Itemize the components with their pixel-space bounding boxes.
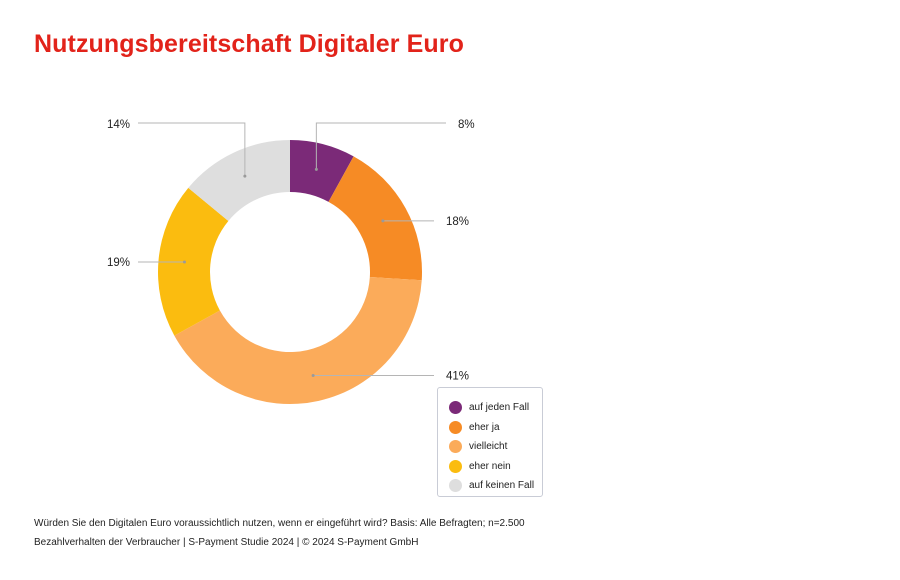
source-line: Bezahlverhalten der Verbraucher | S-Paym…: [34, 537, 419, 548]
value-label-4: 19%: [107, 257, 130, 269]
legend-swatch: [449, 479, 462, 493]
value-label-5: 14%: [107, 119, 130, 131]
leader-dot-4: [182, 260, 186, 264]
donut-slice-3: [174, 277, 422, 405]
leader-lines: [138, 122, 446, 377]
leader-dot-2: [381, 219, 385, 223]
legend-swatch: [449, 401, 462, 415]
donut-slice-5: [188, 140, 290, 222]
donut-slice-4: [158, 187, 229, 336]
legend-swatch: [449, 420, 462, 434]
leader-dot-1: [314, 167, 318, 171]
leader-dot-5: [243, 174, 247, 178]
leader-dot-3: [311, 373, 315, 377]
legend-swatch: [449, 459, 462, 473]
leader-line-5: [138, 122, 246, 177]
value-label-1: 8%: [458, 119, 475, 131]
legend-item: eher nein: [449, 457, 542, 477]
legend-label: eher ja: [469, 421, 500, 433]
legend-label: vielleicht: [469, 441, 508, 453]
donut-chart: 8% 18% 41% 19% 14%: [107, 119, 475, 405]
legend-item: eher ja: [449, 418, 542, 438]
legend-swatch: [449, 440, 462, 454]
donut-slice-1: [290, 140, 354, 202]
legend-label: auf keinen Fall: [469, 480, 535, 492]
value-labels: 8% 18% 41% 19% 14%: [107, 119, 475, 382]
legend-item: auf keinen Fall: [449, 476, 542, 496]
leader-line-1: [315, 122, 446, 170]
legend-item: auf jeden Fall: [449, 398, 542, 418]
legend-label: auf jeden Fall: [469, 402, 530, 414]
footnote: Würden Sie den Digitalen Euro voraussich…: [34, 518, 525, 529]
chart-title: Nutzungsbereitschaft Digitaler Euro: [34, 30, 464, 58]
legend: auf jeden Fall eher ja vielleicht eher nein…: [437, 387, 543, 497]
legend-item: vielleicht: [449, 437, 542, 457]
donut-slice-2: [328, 156, 422, 281]
value-label-2: 18%: [446, 216, 469, 228]
legend-label: eher nein: [469, 460, 511, 472]
value-label-3: 41%: [446, 370, 469, 382]
donut-slices: [158, 140, 422, 405]
